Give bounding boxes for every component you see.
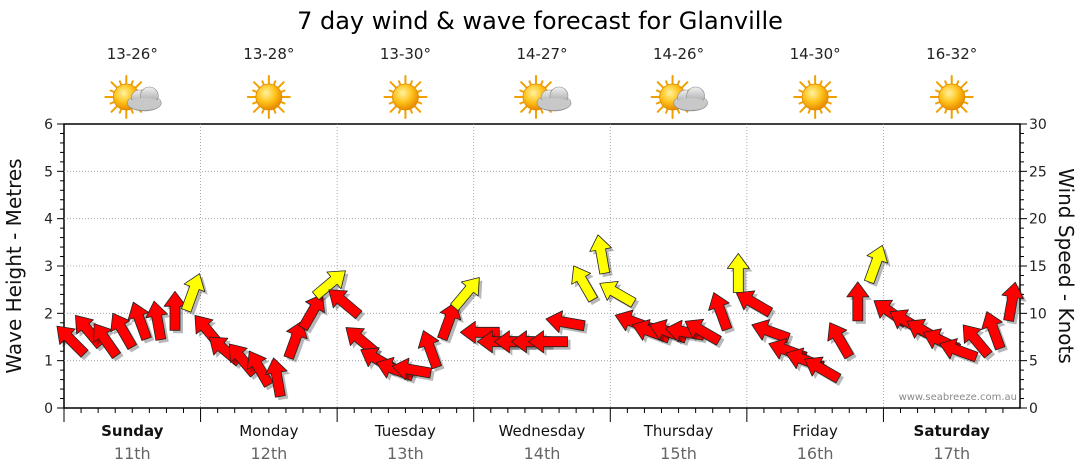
wind-arrow: [228, 343, 262, 380]
sun-icon: [246, 75, 291, 119]
right-tick-label: 30: [1029, 117, 1047, 133]
wind-arrow: [311, 270, 349, 303]
day-name-label: Tuesday: [374, 422, 436, 440]
weather-row: 13-26° 13-28° 13-30° 14-27° 14-26° 14-30° 16-3…: [104, 45, 977, 119]
wind-arrow: [528, 330, 571, 356]
day-name-label: Saturday: [914, 422, 991, 440]
partly-cloudy-icon: [650, 75, 708, 119]
day-date-label: 14th: [524, 444, 561, 463]
wind-arrow: [981, 311, 1008, 353]
day-temperature: 16-32°: [926, 45, 977, 63]
day-date-label: 11th: [114, 444, 151, 463]
wind-arrow: [545, 310, 589, 336]
day-name-label: Friday: [792, 422, 838, 440]
wind-arrow: [599, 280, 640, 311]
wind-arrow: [110, 312, 140, 353]
wind-arrow: [283, 320, 311, 363]
right-tick-label: 0: [1029, 401, 1038, 417]
wind-arrow: [56, 325, 92, 361]
left-tick-label: 0: [44, 401, 53, 417]
wind-arrow: [1001, 281, 1027, 325]
wind-arrow: [145, 300, 171, 344]
wind-arrow: [804, 356, 844, 386]
wind-arrow: [962, 324, 996, 361]
wind-arrow: [246, 350, 277, 391]
sun-icon: [929, 75, 974, 119]
wind-arrow: [391, 357, 435, 383]
wind-arrow: [437, 301, 464, 344]
cloud-icon: [126, 86, 162, 112]
wind-arrow: [827, 322, 857, 362]
day-temperature: 14-26°: [653, 45, 704, 63]
day-name-label: Monday: [239, 422, 298, 440]
y-axis-right-label: Wind Speed - Knots: [1054, 168, 1078, 364]
wind-arrow: [417, 330, 445, 372]
wind-arrow: [863, 244, 891, 287]
right-tick-label: 15: [1029, 259, 1047, 275]
day-temperature: 14-30°: [790, 45, 841, 63]
left-axis-ticks: 0 1 2 3 4 5 6: [44, 117, 64, 417]
wind-arrow: [181, 273, 208, 316]
day-temperature: 13-30°: [380, 45, 431, 63]
partly-cloudy-icon: [104, 75, 162, 119]
day-name-label: Sunday: [101, 422, 164, 440]
day-temperature: 13-26°: [107, 45, 158, 63]
partly-cloudy-icon: [514, 75, 572, 119]
right-tick-label: 5: [1029, 354, 1038, 370]
wind-arrow: [726, 253, 753, 296]
wind-arrow: [589, 234, 615, 278]
day-date-label: 13th: [387, 444, 424, 463]
y-axis-left-label: Wave Height - Metres: [2, 158, 26, 373]
left-tick-label: 4: [44, 212, 53, 228]
day-labels: Sunday 11th Monday 12th Tuesday 13th Wednesday…: [63, 408, 1004, 463]
wind-arrow: [708, 292, 735, 334]
sun-icon: [793, 75, 838, 119]
right-tick-label: 10: [1029, 306, 1047, 322]
day-name-label: Thursday: [643, 422, 714, 440]
cloud-icon: [673, 86, 708, 112]
wind-arrow: [264, 357, 291, 401]
day-date-label: 15th: [660, 444, 697, 463]
left-tick-label: 6: [44, 117, 53, 133]
day-temperature: 14-27°: [516, 45, 567, 63]
right-axis-ticks: 0 5 10 15 20 25 30: [1020, 117, 1047, 417]
wind-arrows: [56, 234, 1027, 401]
right-tick-label: 25: [1029, 164, 1047, 180]
plot-area: 0 1 2 3 4 5 6 0 5 10 15 20 25 30 www.seabreeze.com.a…: [44, 117, 1047, 417]
wind-arrow: [298, 293, 328, 334]
left-tick-label: 1: [44, 354, 53, 370]
day-name-label: Wednesday: [499, 422, 586, 440]
wind-arrow: [328, 289, 365, 322]
left-tick-label: 5: [44, 164, 53, 180]
day-date-label: 17th: [933, 444, 970, 463]
left-tick-label: 2: [44, 306, 53, 322]
day-date-label: 16th: [797, 444, 834, 463]
day-date-label: 12th: [250, 444, 287, 463]
credit-text: www.seabreeze.com.au: [899, 392, 1017, 403]
wind-arrow: [939, 338, 981, 365]
wind-arrow: [684, 318, 725, 349]
cloud-icon: [536, 86, 572, 112]
left-tick-label: 3: [44, 259, 53, 275]
sun-icon: [383, 75, 428, 119]
wind-arrow: [735, 290, 776, 320]
wind-arrow: [846, 281, 872, 324]
chart-title: 7 day wind & wave forecast for Glanville: [297, 7, 783, 35]
wind-arrow: [450, 277, 483, 314]
right-tick-label: 20: [1029, 212, 1047, 228]
wind-arrow: [459, 320, 503, 347]
wind-arrow: [571, 265, 601, 306]
day-temperature: 13-28°: [243, 45, 294, 63]
